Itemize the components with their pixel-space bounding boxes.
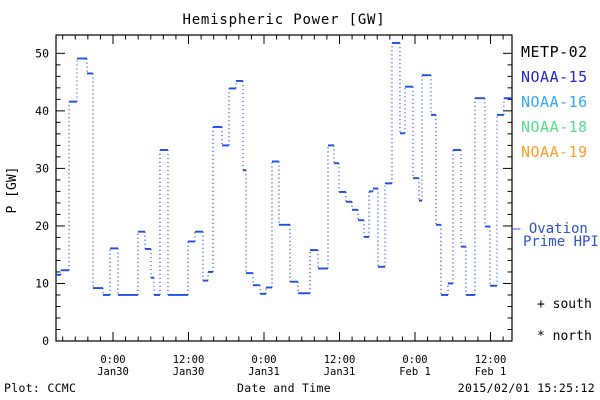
x-tick-label-2-date: Jan31: [248, 366, 280, 378]
y-tick-label-4: 40: [35, 104, 49, 118]
x-tick-label-5-date: Feb 1: [475, 366, 507, 378]
y-tick-label-3: 30: [35, 161, 49, 175]
x-tick-label-0-date: Jan30: [97, 366, 129, 378]
x-tick-label-3-date: Jan31: [324, 366, 356, 378]
chart-title: Hemispheric Power [GW]: [182, 12, 386, 28]
x-tick-label-5-time: 12:00: [475, 354, 507, 366]
x-tick-label-4-time: 0:00: [402, 354, 427, 366]
legend-item-noaa-16: NOAA-16: [521, 93, 588, 111]
ovation-legend-line2: Prime HPI: [523, 234, 599, 250]
y-tick-label-0: 0: [42, 334, 49, 348]
y-tick-label-5: 50: [35, 46, 49, 60]
y-tick-label-2: 20: [35, 219, 49, 233]
x-tick-label-3-time: 12:00: [324, 354, 356, 366]
plot-frame: [55, 34, 513, 342]
x-tick-label-1-time: 12:00: [173, 354, 205, 366]
plot-timestamp: 2015/02/01 15:25:12: [457, 381, 595, 395]
hpi-step-series: [56, 42, 512, 296]
x-tick-label-0-time: 0:00: [100, 354, 125, 366]
legend-item-noaa-19: NOAA-19: [521, 143, 588, 161]
plot-credit: Plot: CCMC: [4, 381, 77, 395]
ovation-legend-line1: — Ovation: [512, 221, 588, 237]
north-marker-legend: * north: [537, 329, 592, 344]
satellite-legend: METP-02 NOAA-15 NOAA-16 NOAA-18 NOAA-19: [521, 40, 600, 165]
x-tick-label-4-date: Feb 1: [399, 366, 431, 378]
y-tick-label-1: 10: [35, 276, 49, 290]
y-axis-label: P [GW]: [5, 167, 20, 214]
x-tick-label-1-date: Jan30: [173, 366, 205, 378]
legend-item-metp-02: METP-02: [521, 43, 588, 61]
x-axis-title: Date and Time: [237, 381, 331, 395]
x-tick-label-2-time: 0:00: [251, 354, 276, 366]
legend-item-noaa-18: NOAA-18: [521, 118, 588, 136]
south-marker-legend: + south: [537, 297, 592, 312]
legend-item-noaa-15: NOAA-15: [521, 68, 588, 86]
